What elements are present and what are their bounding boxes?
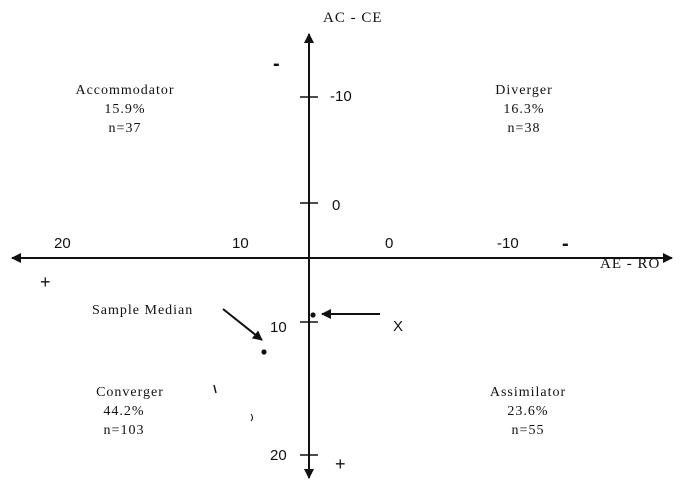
quadrant-name: Diverger	[495, 83, 553, 98]
y-bottom-sign: +	[335, 454, 346, 474]
x-right-sign: -	[562, 233, 569, 255]
stray-mark	[250, 413, 253, 422]
x-marker-point	[310, 312, 316, 318]
y-tick-label: 0	[332, 197, 340, 214]
y-tick-label: -10	[330, 88, 352, 105]
quadrant-count: n=37	[109, 121, 142, 136]
x-left-sign: +	[40, 272, 51, 292]
x-tick-label: 20	[54, 235, 71, 252]
quadrant-count: n=38	[508, 121, 541, 136]
y-axis-label: AC - CE	[323, 10, 383, 26]
quadrant-accommodator: Accommodator 15.9% n=37	[75, 83, 174, 136]
quadrant-percent: 44.2%	[103, 404, 144, 419]
quadrant-percent: 15.9%	[104, 102, 145, 117]
stray-mark	[213, 384, 217, 394]
quadrant-percent: 16.3%	[503, 102, 544, 117]
quadrant-count: n=55	[512, 423, 545, 438]
quadrant-diverger: Diverger 16.3% n=38	[495, 83, 553, 136]
y-tick-label: 10	[270, 319, 287, 336]
quadrant-name: Accommodator	[75, 83, 174, 98]
quadrant-assimilator: Assimilator 23.6% n=55	[490, 385, 566, 438]
quadrant-count: n=103	[104, 423, 145, 438]
x-axis-label: AE - RO	[600, 256, 660, 272]
x-tick-label: -10	[497, 235, 519, 252]
y-top-sign: -	[273, 53, 280, 75]
sample-median-arrow	[222, 308, 263, 341]
x-tick-label: 0	[385, 235, 393, 252]
quadrant-converger: Converger 44.2% n=103	[96, 385, 164, 438]
y-tick-label: 20	[270, 447, 287, 464]
quadrant-name: Converger	[96, 385, 164, 400]
sample-median-point	[261, 349, 267, 355]
quadrant-percent: 23.6%	[507, 404, 548, 419]
quadrant-name: Assimilator	[490, 385, 566, 400]
x-marker-label: X	[393, 318, 403, 335]
x-tick-label: 10	[232, 235, 249, 252]
sample-median-label: Sample Median	[92, 303, 193, 318]
